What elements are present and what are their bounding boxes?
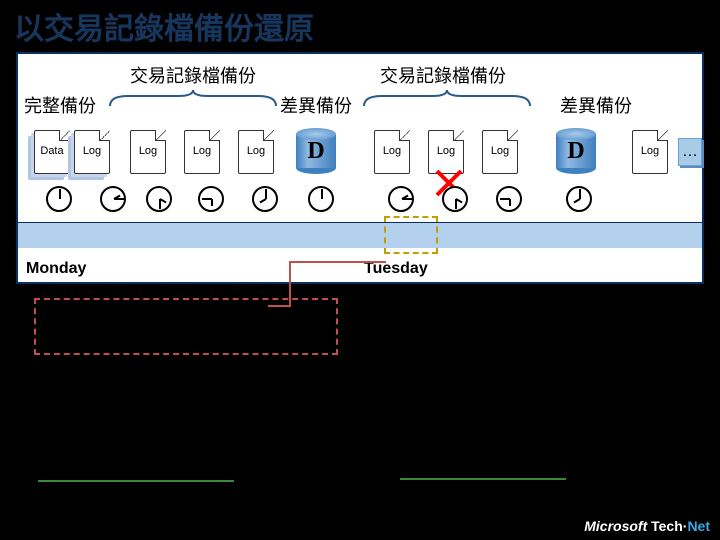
diff-cylinder-1: D [296, 128, 336, 174]
day-bar [18, 222, 702, 248]
log-icon-6: Log [482, 130, 518, 174]
clock-icon [252, 186, 278, 212]
diff-cylinder-2: D [556, 128, 596, 174]
label-txlog-2: 交易記錄檔備份 [380, 62, 506, 88]
code-column-right: RESTORE LOG Northwind FROM Nwind.Bac.Log… [400, 298, 700, 494]
logo-microsoft: Microsoft [584, 518, 647, 534]
log-icon-3: Log [238, 130, 274, 174]
day-monday: Monday [26, 260, 86, 278]
code-text: RESTORE LOG Northwind FROM Nwind.Bac.Log… [400, 430, 566, 481]
code-restore-db-diff: RESTORE DATABASE Northwind FROM Nwind.Di… [38, 432, 338, 483]
clock-icon [46, 186, 72, 212]
microsoft-technet-logo: Microsoft Tech·Net [584, 518, 710, 534]
label-full-backup: 完整備份 [24, 92, 96, 118]
code-restore-db-full: RESTORE DATABASE Northwind FROM Nwind.Ba… [38, 369, 338, 418]
clock-icon [100, 186, 126, 212]
delta-icon: D [296, 138, 336, 165]
code-restore-log-3: RESTORE LOG Northwind FROM Nwind.Bac.Log… [400, 430, 700, 481]
log-label: Log [239, 145, 273, 157]
log-icon-1: Log [130, 130, 166, 174]
log-icon-2: Log [184, 130, 220, 174]
clock-icon [496, 186, 522, 212]
focus-box [384, 216, 438, 254]
clock-icon [146, 186, 172, 212]
log-label: Log [375, 145, 409, 157]
clock-icon [442, 186, 468, 212]
log-doc-icon: Log [74, 130, 110, 174]
clock-icon [566, 186, 592, 212]
code-text: RESTORE DATABASE Northwind FROM Nwind.Di… [38, 432, 234, 483]
logo-tech: Tech [651, 518, 683, 534]
clock-icon [388, 186, 414, 212]
ellipsis-icon: … [678, 138, 702, 166]
brace-2 [362, 88, 532, 108]
log-label: Log [633, 145, 667, 157]
log-icon-4: Log [374, 130, 410, 174]
delta-icon: D [556, 138, 596, 165]
code-restore-log-2: RESTORE LOG Northwind FROM Nwind.Bac.Log… [400, 367, 700, 416]
log-label: Log [429, 145, 463, 157]
log-icon-7: Log [632, 130, 668, 174]
label-txlog-1: 交易記錄檔備份 [130, 62, 256, 88]
backup-diagram: 交易記錄檔備份 交易記錄檔備份 完整備份 差異備份 差異備份 Data Log … [16, 52, 704, 284]
data-doc-label: Data [35, 145, 69, 157]
log-label: Log [483, 145, 517, 157]
log-label: Log [185, 145, 219, 157]
logo-net: Net [687, 518, 710, 534]
clock-icon [198, 186, 224, 212]
log-doc-label: Log [75, 145, 109, 157]
brace-1 [108, 88, 278, 108]
day-tuesday: Tuesday [364, 260, 428, 278]
label-diff-1: 差異備份 [280, 92, 352, 118]
code-backup-log: BACKUP LOG Northwind TO Nwind.Back.Log W… [34, 298, 338, 355]
label-diff-2: 差異備份 [560, 92, 632, 118]
code-column-left: BACKUP LOG Northwind TO Nwind.Back.Log W… [38, 298, 338, 496]
clock-icon [308, 186, 334, 212]
slide-title: 以交易記錄檔備份還原 [14, 4, 314, 48]
log-label: Log [131, 145, 165, 157]
code-restore-log-1: RESTORE LOG Northwind FROM Nwind.Bac.Log… [400, 304, 700, 353]
data-doc-icon: Data [34, 130, 70, 174]
